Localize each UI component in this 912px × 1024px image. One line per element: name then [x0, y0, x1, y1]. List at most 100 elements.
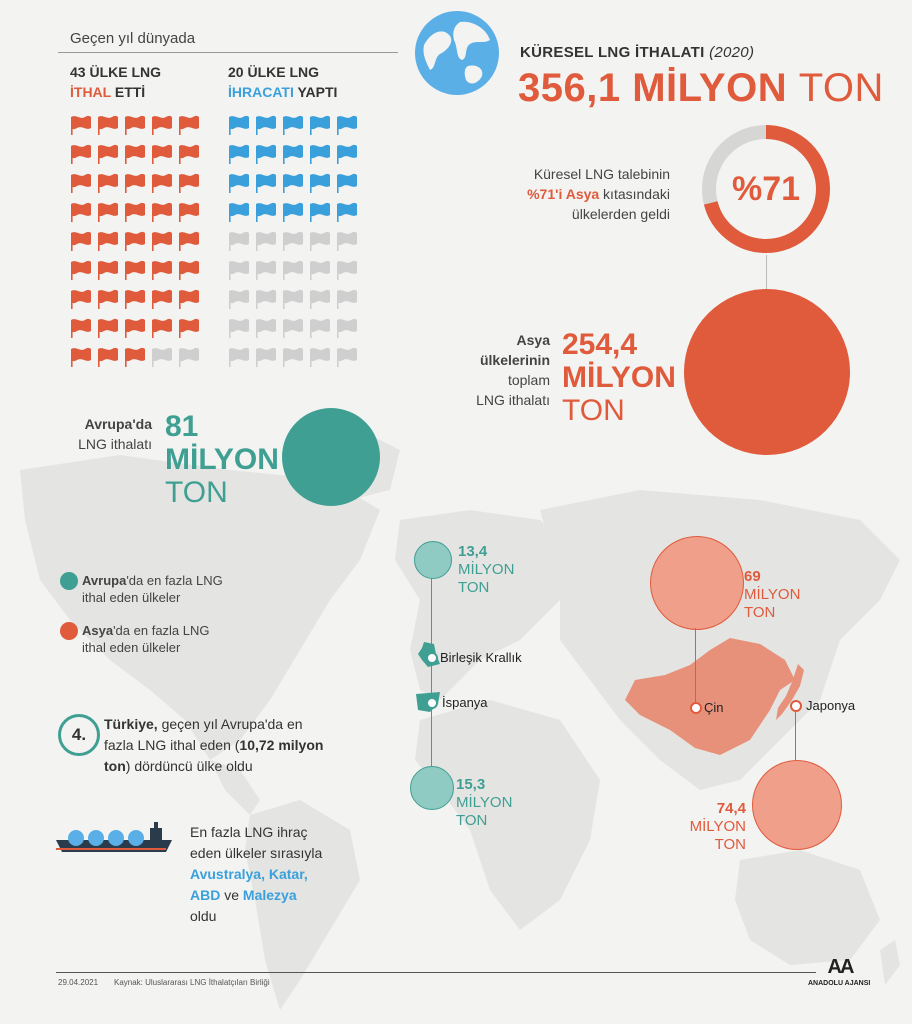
uk-bubble: [414, 541, 452, 579]
exporter-flag-icon: [336, 115, 358, 135]
exporter-flag-icon: [309, 347, 331, 367]
asia-total-value: 254,4 MİLYON TON: [562, 328, 676, 427]
global-import-unit: TON: [798, 66, 884, 110]
japan-bubble: [752, 760, 842, 850]
exporter-flag-icon: [282, 260, 304, 280]
footer-divider: [56, 972, 816, 973]
exporter-flag-icon: [336, 347, 358, 367]
exporter-flag-icon: [309, 115, 331, 135]
japan-shape: [776, 664, 804, 720]
legend-europe-dot: [60, 572, 78, 590]
exporter-flag-icon: [282, 347, 304, 367]
global-import-year: (2020): [709, 44, 755, 61]
importer-flag-icon: [124, 144, 146, 164]
exporter-flag-icon: [282, 289, 304, 309]
asia-share-percent: %71: [731, 170, 801, 208]
spain-marker: [426, 697, 438, 709]
global-import-label: KÜRESEL LNG İTHALATI (2020): [520, 44, 755, 61]
importer-flag-icon: [97, 202, 119, 222]
importers-highlight: İTHAL: [70, 84, 111, 100]
asia-share-highlight: %71'i Asya: [527, 186, 600, 202]
importer-flag-icon: [97, 260, 119, 280]
importer-flag-icon: [178, 318, 200, 338]
importer-flag-icon: [97, 289, 119, 309]
china-bubble: [650, 536, 744, 630]
importer-flag-icon: [178, 347, 200, 367]
exporters-note: En fazla LNG ihraç eden ülkeler sırasıyl…: [190, 824, 323, 924]
japan-connector: [795, 710, 796, 760]
legend-asia-dot: [60, 622, 78, 640]
importers-heading: 43 ÜLKE LNG İTHAL ETTİ: [70, 62, 161, 102]
china-value: 69 MİLYON TON: [744, 568, 801, 621]
importer-flag-icon: [178, 173, 200, 193]
importer-flag-icon: [97, 231, 119, 251]
exporter-flag-icon: [309, 173, 331, 193]
exporter-flag-icon: [228, 260, 250, 280]
spain-value: 15,3 MİLYON TON: [456, 776, 513, 829]
importer-flag-icon: [151, 115, 173, 135]
exporters-heading: 20 ÜLKE LNG İHRACATI YAPTI: [228, 62, 337, 102]
importer-flag-icon: [151, 173, 173, 193]
japan-marker: [790, 700, 802, 712]
exporter-flag-icon: [282, 144, 304, 164]
exporter-flag-icon: [228, 347, 250, 367]
exporter-flag-icon: [255, 202, 277, 222]
globe-icon: [415, 11, 499, 95]
exporter-flag-grid: [228, 115, 358, 367]
exporter-flag-icon: [255, 231, 277, 251]
importer-flag-icon: [70, 115, 92, 135]
importer-flag-icon: [70, 347, 92, 367]
importer-flag-icon: [70, 260, 92, 280]
asia-total-text: Asya ülkelerinin toplam LNG ithalatı: [476, 332, 550, 408]
exporter-flag-icon: [336, 260, 358, 280]
importer-flag-icon: [178, 115, 200, 135]
importer-flag-icon: [178, 289, 200, 309]
uk-marker: [426, 652, 438, 664]
importer-flag-icon: [124, 260, 146, 280]
exporter-flag-icon: [336, 144, 358, 164]
donut-arc: [702, 125, 830, 253]
importer-flag-icon: [70, 289, 92, 309]
exporter-flag-icon: [282, 318, 304, 338]
uk-value: 13,4 MİLYON TON: [458, 543, 515, 596]
exporter-flag-icon: [228, 318, 250, 338]
importer-flag-icon: [97, 318, 119, 338]
importer-flag-icon: [124, 202, 146, 222]
spain-bubble: [410, 766, 454, 810]
importers-count: 43 ÜLKE LNG: [70, 64, 162, 80]
exporter-flag-icon: [255, 173, 277, 193]
importer-flag-icon: [178, 231, 200, 251]
exporter-flag-icon: [282, 231, 304, 251]
asia-share-text: Küresel LNG talebinin %71'i Asya kıtasın…: [527, 166, 670, 222]
importer-flag-icon: [151, 231, 173, 251]
europe-connector: [431, 578, 432, 803]
importer-flag-icon: [124, 318, 146, 338]
aa-logo: AA: [827, 956, 855, 978]
exporter-flag-icon: [309, 231, 331, 251]
importer-flag-icon: [70, 144, 92, 164]
lng-tanker-ship-icon: [56, 822, 172, 852]
exporter-flag-icon: [255, 260, 277, 280]
uk-label: Birleşik Krallık: [440, 650, 522, 665]
exporter-flag-icon: [336, 173, 358, 193]
china-label: Çin: [704, 700, 724, 715]
china-marker: [690, 702, 702, 714]
exporter-flag-icon: [228, 144, 250, 164]
importer-flag-icon: [151, 318, 173, 338]
exporter-flag-icon: [282, 202, 304, 222]
divider: [58, 52, 398, 53]
exporter-flag-icon: [255, 115, 277, 135]
japan-value: 74,4 MİLYON TON: [689, 800, 746, 853]
importer-flag-icon: [151, 202, 173, 222]
asia-share-donut: [702, 125, 830, 253]
asia-total-circle: [684, 289, 850, 455]
legend-europe: Avrupa'da en fazla LNG ithal eden ülkele…: [60, 572, 223, 606]
importer-flag-icon: [97, 347, 119, 367]
exporter-flag-icon: [228, 289, 250, 309]
spain-label: İspanya: [442, 695, 488, 710]
exporter-flag-icon: [255, 347, 277, 367]
exporter-flag-icon: [228, 115, 250, 135]
exporters-rest: YAPTI: [293, 84, 338, 100]
importer-flag-icon: [70, 231, 92, 251]
exporter-flag-icon: [336, 202, 358, 222]
